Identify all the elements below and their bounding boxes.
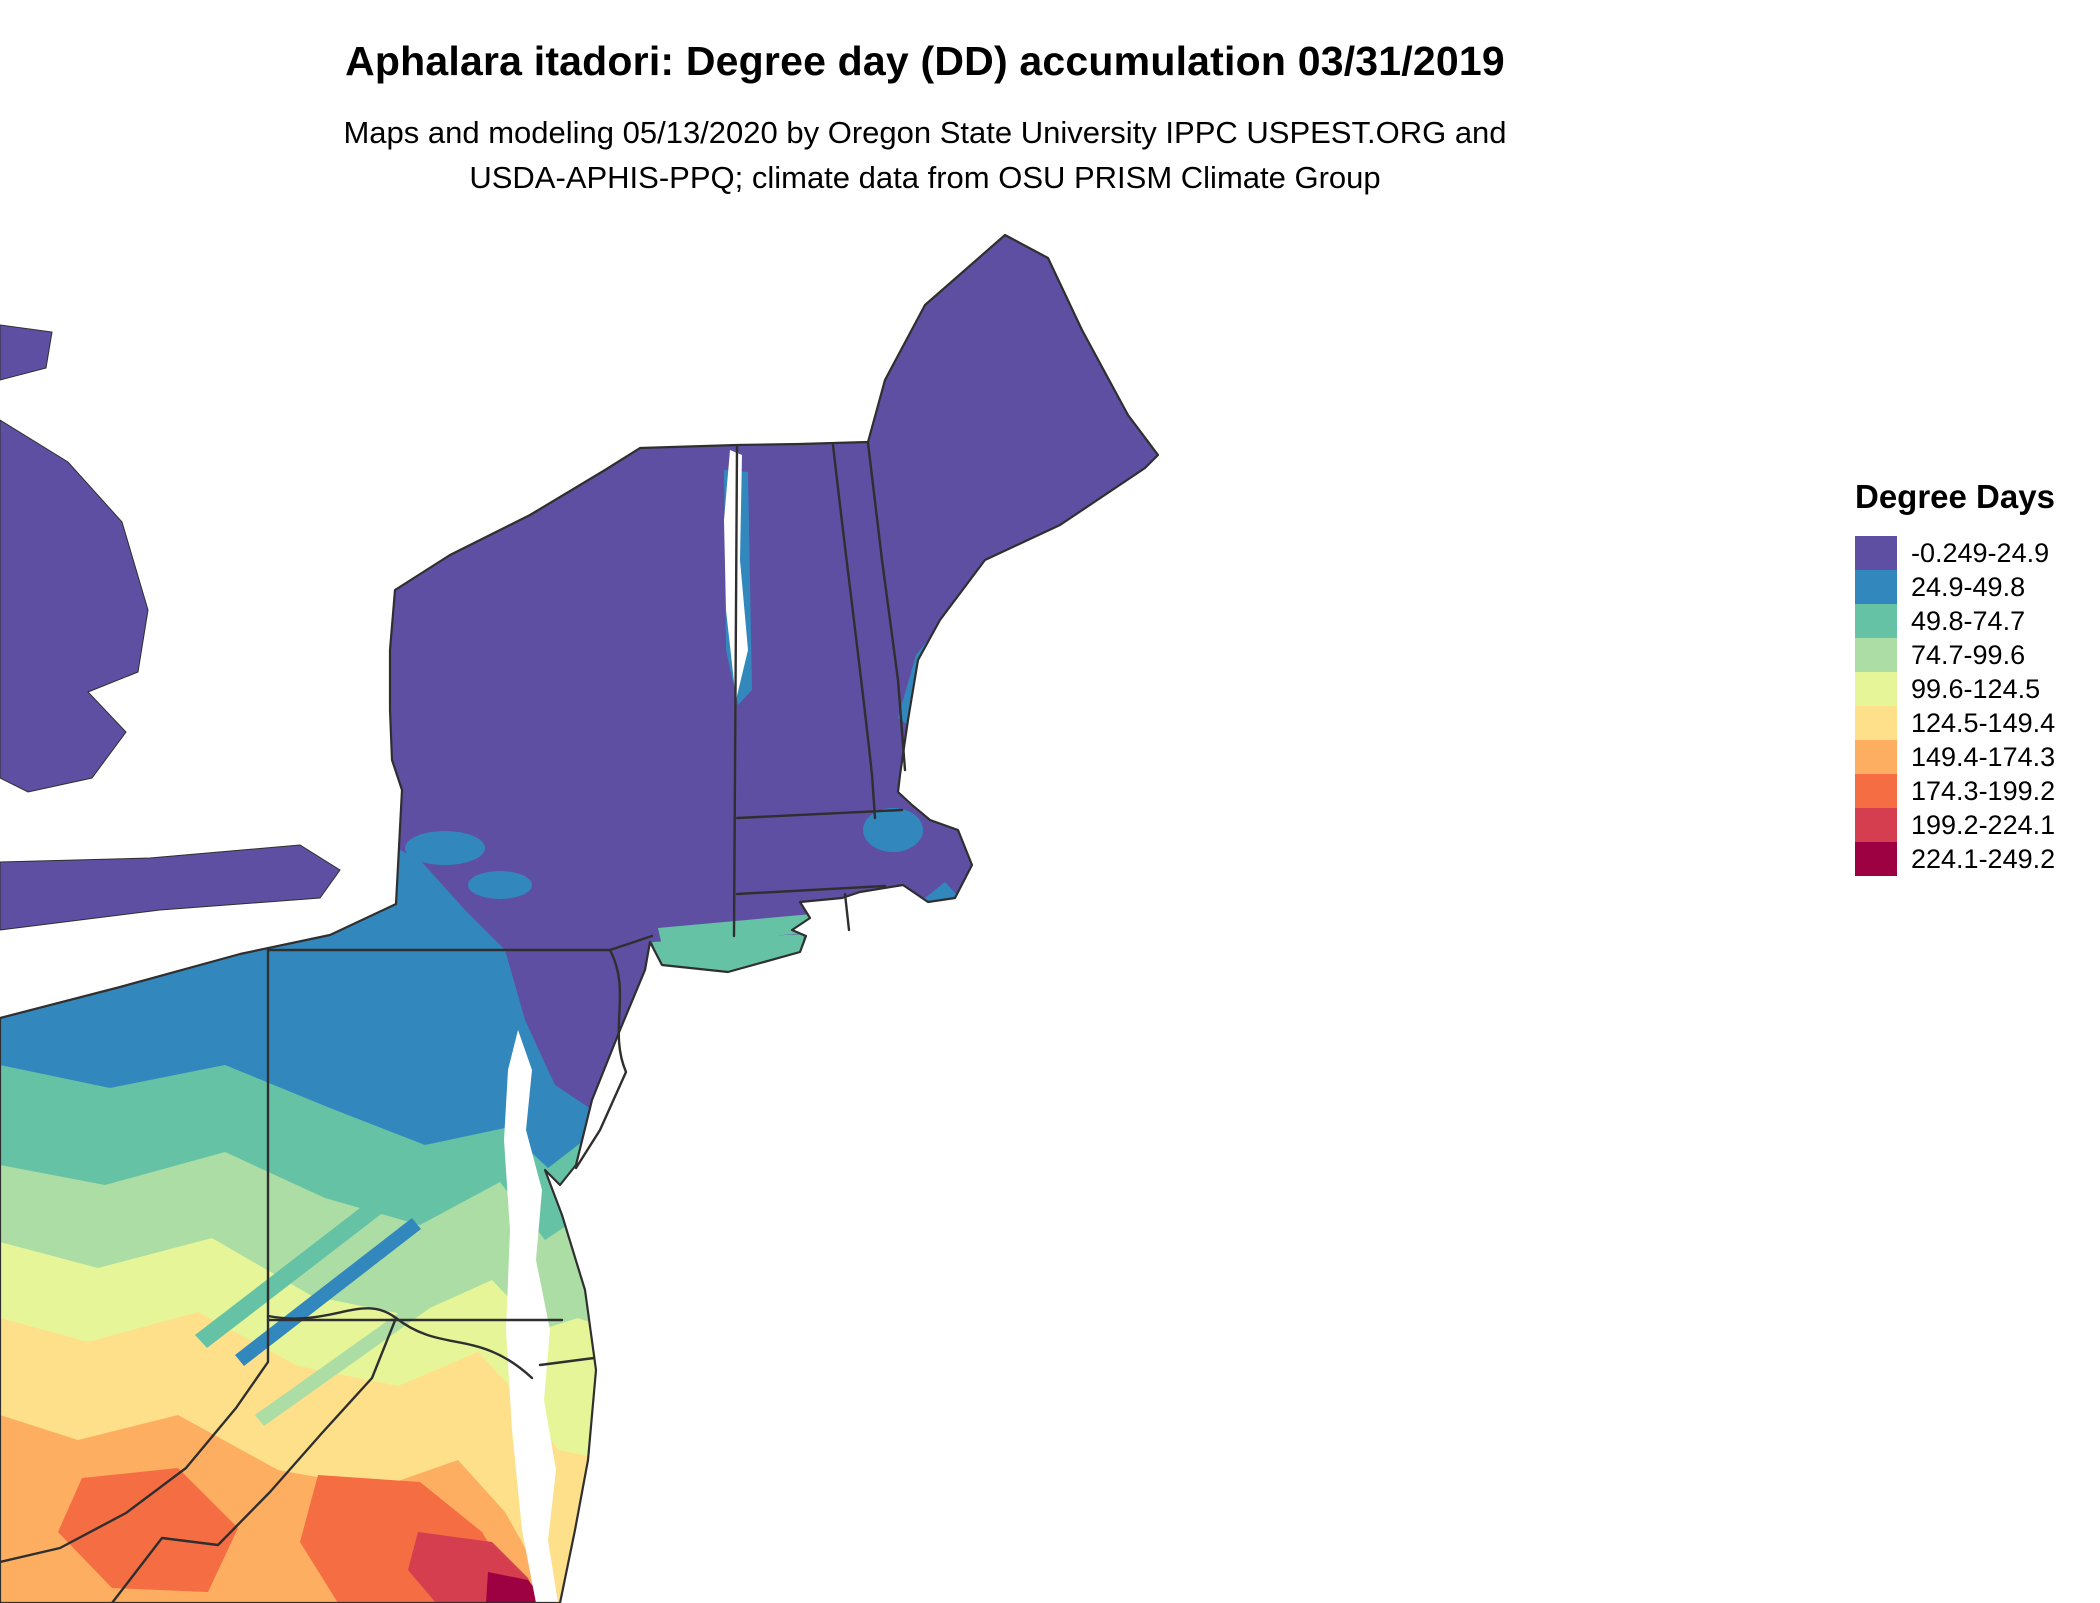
border-wv-va	[110, 1316, 398, 1603]
ridge-streak-green	[255, 1292, 437, 1426]
legend-label: 74.7-99.6	[1911, 639, 2026, 670]
blue-patch-fingerlakes	[405, 831, 485, 865]
border-nh-me	[866, 441, 907, 772]
border-de-md	[538, 1356, 596, 1367]
legend-entry: 99.6-124.5	[1855, 672, 2095, 706]
border-ny-vt-ma-ct	[732, 444, 739, 938]
ridge-streak-teal	[195, 1185, 402, 1348]
legend-label: 199.2-224.1	[1911, 809, 2056, 840]
legend-label: 224.1-249.2	[1911, 843, 2056, 874]
legend-swatch	[1855, 536, 1897, 570]
degree-day-map	[0, 233, 1160, 1603]
legend-entry: 74.7-99.6	[1855, 638, 2095, 672]
legend-entry: 24.9-49.8	[1855, 570, 2095, 604]
legend-swatch	[1855, 774, 1897, 808]
legend-swatch	[1855, 638, 1897, 672]
teal-strip-ct-shore	[658, 914, 816, 946]
header: Aphalara itadori: Degree day (DD) accumu…	[0, 38, 1850, 201]
legend-swatch	[1855, 604, 1897, 638]
legend-swatch	[1855, 570, 1897, 604]
legend-label: 99.6-124.5	[1911, 673, 2041, 704]
legend-swatch	[1855, 706, 1897, 740]
legend-swatch	[1855, 808, 1897, 842]
legend-label: 174.3-199.2	[1911, 775, 2056, 806]
legend-swatch	[1855, 842, 1897, 876]
border-delaware-river	[574, 948, 628, 1170]
legend-entries: -0.249-24.9 24.9-49.8 49.8-74.7 74.7-99.6 99…	[1855, 536, 2095, 876]
canada-niagara-peninsula	[0, 844, 341, 931]
legend-label: -0.249-24.9	[1911, 537, 2050, 568]
canada-land	[0, 324, 341, 931]
legend: Degree Days -0.249-24.9 24.9-49.8 49.8-74.…	[1855, 478, 2095, 876]
chesapeake-bay	[504, 1030, 558, 1603]
subtitle-line-2: USDA-APHIS-PPQ; climate data from OSU PR…	[469, 159, 1381, 195]
canada-fragment	[0, 324, 53, 381]
legend-entry: 199.2-224.1	[1855, 808, 2095, 842]
hotspot-west-virginia	[58, 1468, 238, 1592]
ridge-streak-blue	[235, 1218, 421, 1366]
map-canvas	[0, 230, 1310, 1603]
teal-long-island	[652, 934, 804, 974]
border-vt-nh	[831, 443, 877, 820]
blue-patch-boston	[863, 808, 923, 852]
subtitle-line-1: Maps and modeling 05/13/2020 by Oregon S…	[343, 115, 1507, 150]
legend-swatch	[1855, 672, 1897, 706]
legend-label: 149.4-174.3	[1911, 741, 2056, 772]
border-ma-south	[735, 884, 887, 896]
page-title: Aphalara itadori: Degree day (DD) accumu…	[345, 38, 1505, 84]
border-ct-ri	[843, 892, 851, 932]
hotspot-dark-red	[486, 1572, 546, 1603]
border-ohio-river	[0, 1318, 270, 1564]
legend-label: 49.8-74.7	[1911, 605, 2026, 636]
legend-entry: 49.8-74.7	[1855, 604, 2095, 638]
legend-entry: 224.1-249.2	[1855, 842, 2095, 876]
legend-title: Degree Days	[1855, 478, 2055, 515]
degree-day-raster	[0, 235, 1158, 1603]
blue-patch-geneseo	[468, 871, 532, 899]
state-borders	[0, 441, 907, 1603]
legend-swatch	[1855, 740, 1897, 774]
legend-entry: -0.249-24.9	[1855, 536, 2095, 570]
legend-entry: 174.3-199.2	[1855, 774, 2095, 808]
legend-label: 124.5-149.4	[1911, 707, 2056, 738]
legend-entry: 124.5-149.4	[1855, 706, 2095, 740]
legend-entry: 149.4-174.3	[1855, 740, 2095, 774]
border-ny-nj	[608, 934, 654, 952]
legend-label: 24.9-49.8	[1911, 571, 2026, 602]
canada-ontario-blob	[0, 419, 149, 793]
